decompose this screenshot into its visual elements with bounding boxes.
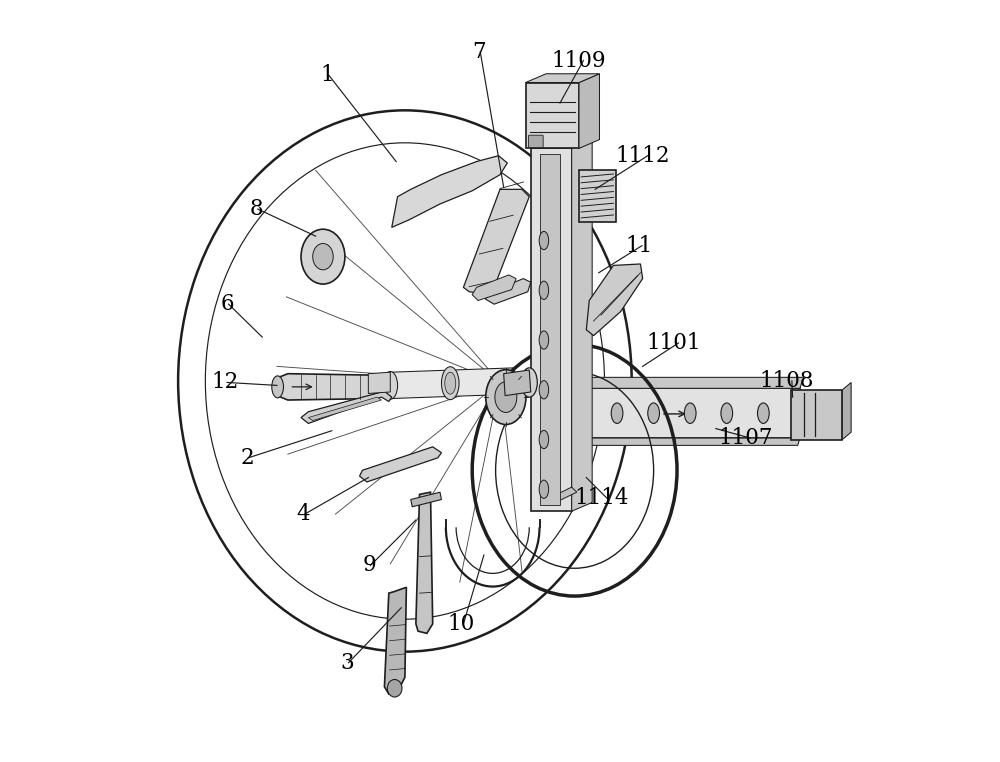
Ellipse shape [539,381,549,399]
Polygon shape [842,383,851,440]
Text: 1107: 1107 [718,427,772,449]
Polygon shape [485,279,531,304]
Ellipse shape [486,370,526,424]
Text: 7: 7 [472,41,486,62]
Polygon shape [390,368,515,399]
Ellipse shape [495,382,517,412]
Polygon shape [472,275,516,300]
Polygon shape [368,372,390,393]
Ellipse shape [521,368,537,397]
Polygon shape [579,74,599,149]
Text: 1109: 1109 [551,50,606,72]
Polygon shape [411,492,441,507]
Text: 11: 11 [626,235,653,257]
Ellipse shape [757,403,769,424]
Text: 3: 3 [341,652,354,674]
Polygon shape [568,377,804,389]
Ellipse shape [441,367,459,399]
Text: 12: 12 [211,371,238,393]
Polygon shape [463,189,529,295]
Polygon shape [277,373,374,400]
Ellipse shape [383,372,398,399]
Text: 6: 6 [221,293,234,315]
Ellipse shape [539,331,549,349]
Ellipse shape [539,281,549,299]
Ellipse shape [539,480,549,498]
Polygon shape [572,139,592,511]
Polygon shape [566,438,800,445]
Polygon shape [540,154,560,505]
Polygon shape [579,171,616,222]
Ellipse shape [539,232,549,250]
Text: 1: 1 [321,64,334,86]
Polygon shape [504,370,531,395]
Text: 8: 8 [250,198,263,220]
Polygon shape [416,492,433,633]
Text: 1108: 1108 [760,370,814,392]
Polygon shape [568,389,800,438]
Text: 1112: 1112 [616,145,670,167]
Ellipse shape [539,431,549,449]
Text: 4: 4 [297,503,310,525]
Polygon shape [360,447,441,482]
Polygon shape [301,391,392,424]
Ellipse shape [445,372,456,394]
Polygon shape [553,487,577,501]
Polygon shape [531,139,592,149]
Polygon shape [526,74,599,82]
Polygon shape [531,149,572,511]
Ellipse shape [684,403,696,424]
Polygon shape [392,155,507,227]
Polygon shape [526,82,579,149]
Text: 1114: 1114 [575,487,629,509]
Ellipse shape [301,229,345,284]
FancyBboxPatch shape [529,135,543,148]
Polygon shape [384,588,406,694]
Text: 10: 10 [447,613,475,635]
Text: 2: 2 [240,447,254,469]
Ellipse shape [721,403,733,424]
Ellipse shape [387,680,402,697]
Ellipse shape [272,376,283,398]
Ellipse shape [648,403,659,424]
Polygon shape [586,264,643,335]
Ellipse shape [611,403,623,424]
Text: 9: 9 [362,554,376,576]
Polygon shape [791,390,842,440]
Text: 1101: 1101 [646,332,701,354]
Ellipse shape [313,244,333,270]
Polygon shape [308,397,381,421]
